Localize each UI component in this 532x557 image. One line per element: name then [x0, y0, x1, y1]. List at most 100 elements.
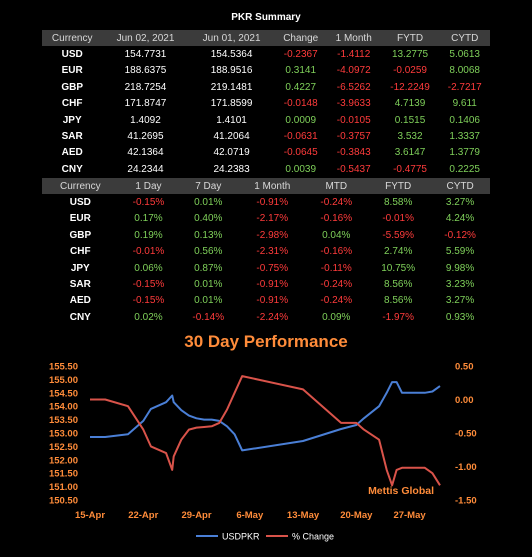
value-cell: 8.0068: [439, 62, 490, 80]
value-cell: -3.9633: [326, 95, 381, 112]
table-row: AED -0.15% 0.01% -0.91% -0.24% 8.56% 3.27%: [42, 292, 490, 310]
value-cell: -2.31%: [238, 243, 307, 260]
y-left-tick-label: 154.00: [49, 402, 78, 413]
currency-cell: SAR: [42, 276, 119, 293]
table-row: GBP 0.19% 0.13% -2.98% 0.04% -5.59% -0.12%: [42, 227, 490, 244]
y-left-tick-label: 154.50: [49, 388, 78, 399]
y-right-tick-label: 0.00: [455, 395, 474, 406]
value-cell: 219.1481: [188, 79, 275, 96]
x-tick-label: 20-May: [340, 510, 373, 521]
value-cell: -0.24%: [306, 292, 367, 310]
value-cell: -2.7217: [439, 79, 490, 96]
value-cell: -0.15%: [118, 194, 179, 211]
value-cell: 154.5364: [188, 46, 275, 63]
table-header-row: Currency 1 Day 7 Day 1 Month MTD FYTD CYTD: [42, 178, 490, 195]
value-cell: 188.9516: [188, 62, 275, 80]
value-cell: -0.24%: [306, 276, 367, 293]
value-cell: -0.14%: [178, 309, 239, 326]
value-cell: -12.2249: [380, 79, 440, 96]
y-right-tick-label: -0.50: [455, 429, 477, 440]
value-cell: 13.2775: [380, 46, 440, 63]
value-cell: 1.4101: [188, 111, 275, 129]
value-cell: -0.11%: [306, 259, 367, 277]
y-right-tick-label: -1.00: [455, 462, 477, 473]
table-header-row: Currency Jun 02, 2021 Jun 01, 2021 Change 1 …: [42, 30, 490, 47]
value-cell: 0.2225: [439, 161, 490, 178]
value-cell: -0.0148: [274, 95, 327, 112]
value-cell: -0.2367: [274, 46, 327, 63]
value-cell: 0.1406: [439, 111, 490, 129]
table-row: CNY 0.02% -0.14% -2.24% 0.09% -1.97% 0.93%: [42, 309, 490, 326]
value-cell: 0.0009: [274, 111, 327, 129]
currency-cell: AED: [42, 292, 119, 310]
value-cell: 3.6147: [380, 144, 440, 162]
y-left-tick-label: 155.00: [49, 375, 78, 386]
value-cell: -0.16%: [306, 210, 367, 228]
column-header: Jun 01, 2021: [188, 30, 275, 47]
x-tick-label: 29-Apr: [181, 510, 211, 521]
column-header: Currency: [42, 178, 119, 195]
value-cell: 188.6375: [102, 62, 189, 80]
column-header: Currency: [42, 30, 103, 47]
value-cell: -0.12%: [430, 227, 490, 244]
value-cell: -2.98%: [238, 227, 307, 244]
value-cell: 0.19%: [118, 227, 179, 244]
table-row: CHF 171.8747 171.8599 -0.0148 -3.9633 4.7139 9…: [42, 95, 490, 112]
value-cell: -4.0972: [326, 62, 381, 80]
value-cell: 42.1364: [102, 144, 189, 162]
value-cell: -0.01%: [366, 210, 431, 228]
y-left-tick-label: 151.50: [49, 469, 78, 480]
value-cell: -0.0105: [326, 111, 381, 129]
table-row: AED 42.1364 42.0719 -0.0645 -0.3843 3.6147 1.3…: [42, 144, 490, 162]
currency-cell: GBP: [42, 227, 119, 244]
value-cell: 8.56%: [366, 276, 431, 293]
y-left-tick-label: 152.50: [49, 442, 78, 453]
value-cell: -0.75%: [238, 259, 307, 277]
chart-title: 30 Day Performance: [184, 332, 348, 351]
value-cell: -0.4775: [380, 161, 440, 178]
table-row: CNY 24.2344 24.2383 0.0039 -0.5437 -0.4775 0.2…: [42, 161, 490, 178]
value-cell: 0.01%: [178, 292, 239, 310]
usdpkr-series-line: [90, 381, 441, 452]
value-cell: -0.3843: [326, 144, 381, 162]
value-cell: -1.4112: [326, 46, 381, 63]
currency-cell: CHF: [42, 95, 103, 112]
value-cell: 41.2695: [102, 128, 189, 145]
value-cell: 154.7731: [102, 46, 189, 63]
value-cell: 3.532: [380, 128, 440, 145]
value-cell: 9.611: [439, 95, 490, 112]
watermark-label: Mettis Global: [368, 485, 434, 497]
value-cell: 2.74%: [366, 243, 431, 260]
value-cell: -2.24%: [238, 309, 307, 326]
value-cell: 1.4092: [102, 111, 189, 129]
value-cell: -0.0645: [274, 144, 327, 162]
legend-usdpkr-label: USDPKR: [222, 532, 260, 542]
value-cell: 0.02%: [118, 309, 179, 326]
column-header: 1 Month: [326, 30, 381, 47]
table-row: JPY 1.4092 1.4101 0.0009 -0.0105 0.1515 0.1406: [42, 111, 490, 129]
x-tick-label: 6-May: [236, 510, 264, 521]
currency-cell: USD: [42, 194, 119, 211]
value-cell: 4.24%: [430, 210, 490, 228]
currency-cell: CNY: [42, 161, 103, 178]
value-cell: 5.0613: [439, 46, 490, 63]
value-cell: -6.5262: [326, 79, 381, 96]
pkr-change-table: Currency 1 Day 7 Day 1 Month MTD FYTD CYTD USD…: [42, 178, 490, 326]
column-header: FYTD: [366, 178, 431, 195]
currency-cell: JPY: [42, 259, 119, 277]
table-row: USD 154.7731 154.5364 -0.2367 -1.4112 13.2775…: [42, 46, 490, 63]
y-left-tick-label: 155.50: [49, 362, 78, 373]
value-cell: 0.1515: [380, 111, 440, 129]
x-tick-label: 15-Apr: [75, 510, 105, 521]
currency-cell: EUR: [42, 210, 119, 228]
value-cell: -0.01%: [118, 243, 179, 260]
currency-cell: GBP: [42, 79, 103, 96]
value-cell: -0.0631: [274, 128, 327, 145]
y-left-tick-label: 153.50: [49, 415, 78, 426]
y-right-tick-label: 0.50: [455, 362, 474, 373]
value-cell: -1.97%: [366, 309, 431, 326]
value-cell: 8.56%: [366, 292, 431, 310]
x-tick-label: 13-May: [287, 510, 320, 521]
table-row: CHF -0.01% 0.56% -2.31% -0.16% 2.74% 5.59%: [42, 243, 490, 260]
